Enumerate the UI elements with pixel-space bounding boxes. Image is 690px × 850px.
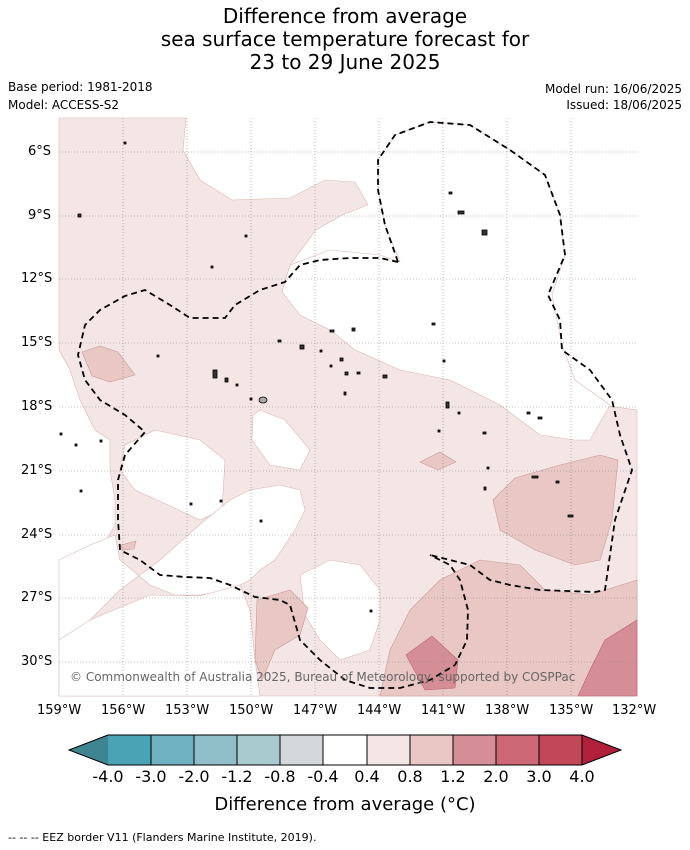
lon-label: 159°W	[37, 703, 82, 718]
colorbar-swatch	[496, 735, 539, 765]
lon-label: 141°W	[421, 703, 466, 718]
colorbar-tick-label: 4.0	[569, 767, 595, 786]
colorbar-tick-label: 3.0	[526, 767, 552, 786]
colorbar-title: Difference from average (°C)	[214, 794, 476, 815]
colorbar-low-extend	[69, 735, 108, 765]
title-line-1: Difference from average	[222, 4, 468, 28]
lon-label: 138°W	[485, 703, 530, 718]
graticule	[59, 118, 637, 696]
colorbar-swatch	[108, 735, 151, 765]
colorbar-tick-label: -0.8	[264, 767, 296, 786]
lat-label: 27°S	[21, 590, 53, 605]
colorbar-swatch	[151, 735, 194, 765]
model-name: Model: ACCESS-S2	[8, 98, 120, 112]
colorbar-tick-label: 0.8	[397, 767, 423, 786]
islands	[59, 141, 574, 613]
lon-label: 156°W	[101, 703, 146, 718]
colorbar-tick-label: 0.4	[354, 767, 380, 786]
colorbar-tick-label: -0.4	[307, 767, 339, 786]
lon-label: 147°W	[293, 703, 338, 718]
colorbar-swatch	[453, 735, 496, 765]
lat-label: 24°S	[21, 527, 53, 542]
colorbar-swatch	[539, 735, 582, 765]
lat-label: 6°S	[28, 144, 52, 159]
colorbar-tick-label: 1.2	[440, 767, 466, 786]
anomaly-1.2-2.0-regions	[405, 619, 638, 697]
colorbar-swatch	[194, 735, 237, 765]
map-credit: © Commonwealth of Australia 2025, Bureau…	[70, 670, 576, 684]
lon-label: 144°W	[357, 703, 402, 718]
lat-label: 12°S	[21, 271, 53, 286]
lon-label: 132°W	[612, 703, 657, 718]
lat-label: 18°S	[21, 399, 53, 414]
colorbar-high-extend	[582, 735, 621, 765]
colorbar-swatch	[237, 735, 280, 765]
lon-label: 150°W	[229, 703, 274, 718]
base-period: Base period: 1981-2018	[8, 80, 153, 94]
colorbar-tick-label: -1.2	[221, 767, 253, 786]
eez-legend-note: -- -- -- EEZ border V11 (Flanders Marine…	[8, 831, 317, 844]
colorbar-tick-label: -2.0	[178, 767, 210, 786]
lon-label: 135°W	[549, 703, 594, 718]
title-line-3: 23 to 29 June 2025	[249, 50, 441, 74]
lat-label: 30°S	[21, 654, 53, 669]
title-line-2: sea surface temperature forecast for	[160, 27, 530, 51]
issued-date: Issued: 18/06/2025	[566, 98, 682, 112]
lon-label: 153°W	[165, 703, 210, 718]
colorbar-tick-label: -3.0	[135, 767, 167, 786]
model-run: Model run: 16/06/2025	[544, 82, 682, 96]
colorbar-swatch	[280, 735, 323, 765]
colorbar-swatch	[410, 735, 453, 765]
lat-label: 9°S	[28, 208, 52, 223]
lat-label: 21°S	[21, 463, 53, 478]
colorbar-swatch	[367, 735, 410, 765]
colorbar	[67, 734, 623, 766]
lat-label: 15°S	[21, 335, 53, 350]
anomaly-neutral-regions	[58, 121, 611, 697]
colorbar-tick-label: -4.0	[92, 767, 124, 786]
colorbar-tick-label: 2.0	[483, 767, 509, 786]
eez-border	[77, 121, 633, 689]
colorbar-swatch	[323, 735, 367, 765]
